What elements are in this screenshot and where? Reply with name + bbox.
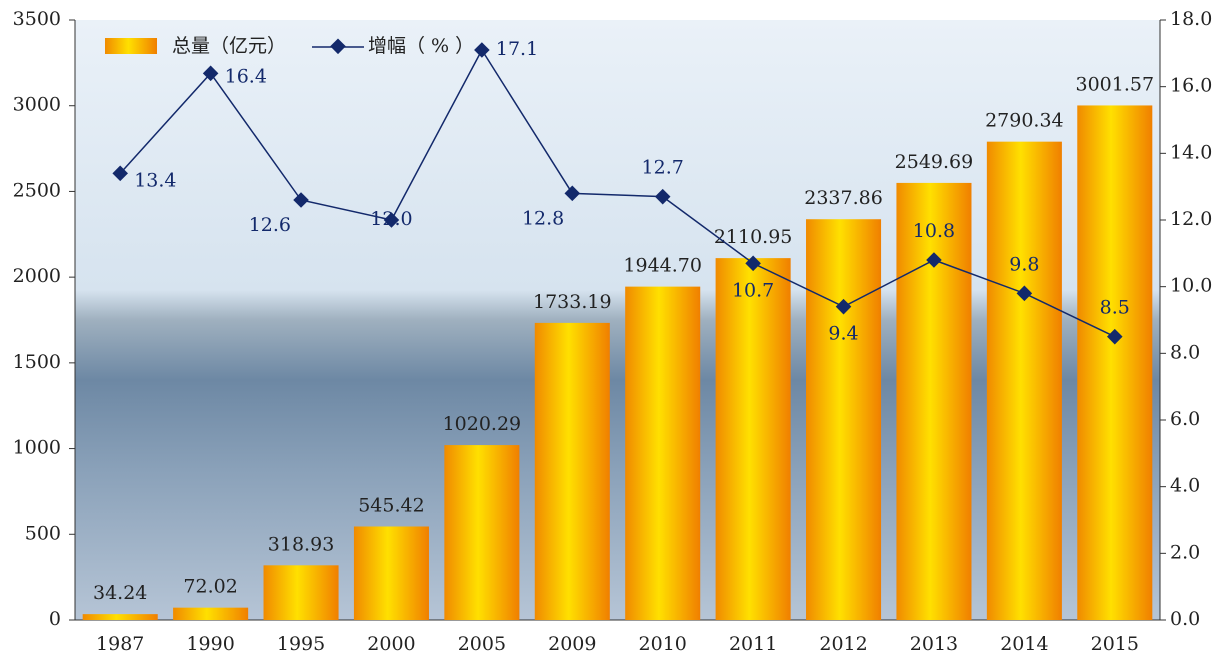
bar — [444, 445, 520, 620]
x-tick-label: 2012 — [819, 633, 867, 655]
line-value-label: 13.4 — [134, 169, 176, 191]
x-tick-label: 2010 — [639, 633, 687, 655]
bar — [896, 182, 972, 620]
line-value-label: 17.1 — [496, 38, 538, 60]
bar — [353, 526, 429, 620]
y-tick-label: 3000 — [13, 94, 61, 116]
bar — [806, 219, 882, 620]
bar-value-label: 2337.86 — [804, 187, 883, 209]
bar-value-label: 1733.19 — [533, 291, 612, 313]
line-marker — [112, 165, 128, 182]
line-marker — [202, 65, 219, 82]
y2-tick-label: 2.0 — [1170, 541, 1200, 563]
bar-value-label: 2549.69 — [895, 151, 974, 173]
bar-value-label: 3001.57 — [1076, 73, 1155, 95]
y2-tick-label: 10.0 — [1170, 275, 1212, 297]
line-marker — [654, 188, 671, 205]
bar — [173, 607, 249, 620]
line-value-label: 12.0 — [370, 208, 412, 230]
line-marker — [383, 212, 400, 228]
legend-label: 总量（亿元） — [172, 35, 286, 57]
bar — [1077, 105, 1153, 621]
x-tick-label: 1990 — [186, 633, 234, 655]
line-value-label: 9.8 — [1009, 253, 1039, 275]
x-tick-label: 2013 — [910, 633, 958, 655]
bar — [715, 258, 791, 620]
bar — [534, 322, 610, 620]
bar-value-label: 72.02 — [183, 576, 237, 598]
x-tick-label: 2015 — [1091, 633, 1139, 655]
legend-label: 增幅（ % ） — [368, 35, 474, 57]
y-tick-label: 2000 — [13, 265, 61, 287]
y2-tick-label: 16.0 — [1170, 75, 1212, 97]
bar-value-label: 2790.34 — [985, 110, 1064, 132]
y2-tick-label: 6.0 — [1170, 408, 1200, 430]
bar-value-label: 545.42 — [358, 494, 424, 516]
bar — [82, 614, 158, 620]
x-tick-label: 1987 — [96, 633, 144, 655]
y-tick-label: 1500 — [13, 351, 61, 373]
x-tick-label: 2005 — [458, 633, 506, 655]
bar-value-label: 2110.95 — [714, 226, 793, 248]
background-photo — [75, 20, 1160, 620]
bar-value-label: 318.93 — [268, 533, 334, 555]
line-value-label: 10.7 — [732, 279, 774, 301]
line-marker — [564, 185, 581, 202]
line-value-label: 12.8 — [522, 207, 564, 229]
bar — [625, 286, 701, 620]
y2-tick-label: 4.0 — [1170, 475, 1200, 497]
line — [119, 48, 1116, 338]
line-value-label: 8.5 — [1100, 297, 1130, 319]
x-tick-label: 2000 — [367, 633, 415, 655]
line-value-label: 16.4 — [225, 65, 267, 87]
y-tick-label: 0 — [49, 608, 61, 630]
y2-tick-label: 12.0 — [1170, 208, 1212, 230]
y2-tick-label: 14.0 — [1170, 141, 1212, 163]
x-tick-label: 1995 — [277, 633, 325, 655]
y-tick-label: 3500 — [13, 8, 61, 30]
line-value-label: 12.7 — [642, 157, 684, 179]
bar-value-label: 1020.29 — [443, 413, 522, 435]
x-tick-label: 2011 — [729, 633, 777, 655]
y2-tick-label: 8.0 — [1170, 341, 1200, 363]
line-value-label: 10.8 — [913, 220, 955, 242]
bar-value-label: 1944.70 — [623, 255, 702, 277]
y2-tick-label: 0.0 — [1170, 608, 1200, 630]
bar — [986, 141, 1062, 620]
line-value-label: 9.4 — [828, 323, 858, 345]
y2-tick-label: 18.0 — [1170, 8, 1212, 30]
bar-value-label: 34.24 — [93, 582, 147, 604]
legend-swatch — [105, 38, 157, 54]
bar — [263, 565, 339, 620]
line-value-label: 12.6 — [249, 214, 291, 236]
line-marker — [293, 192, 309, 208]
y-tick-label: 1000 — [13, 437, 61, 459]
y-tick-label: 500 — [25, 522, 61, 544]
x-tick-label: 2014 — [1000, 633, 1048, 655]
y-tick-label: 2500 — [13, 179, 61, 201]
x-tick-label: 2009 — [548, 633, 596, 655]
line-marker — [1107, 328, 1123, 345]
